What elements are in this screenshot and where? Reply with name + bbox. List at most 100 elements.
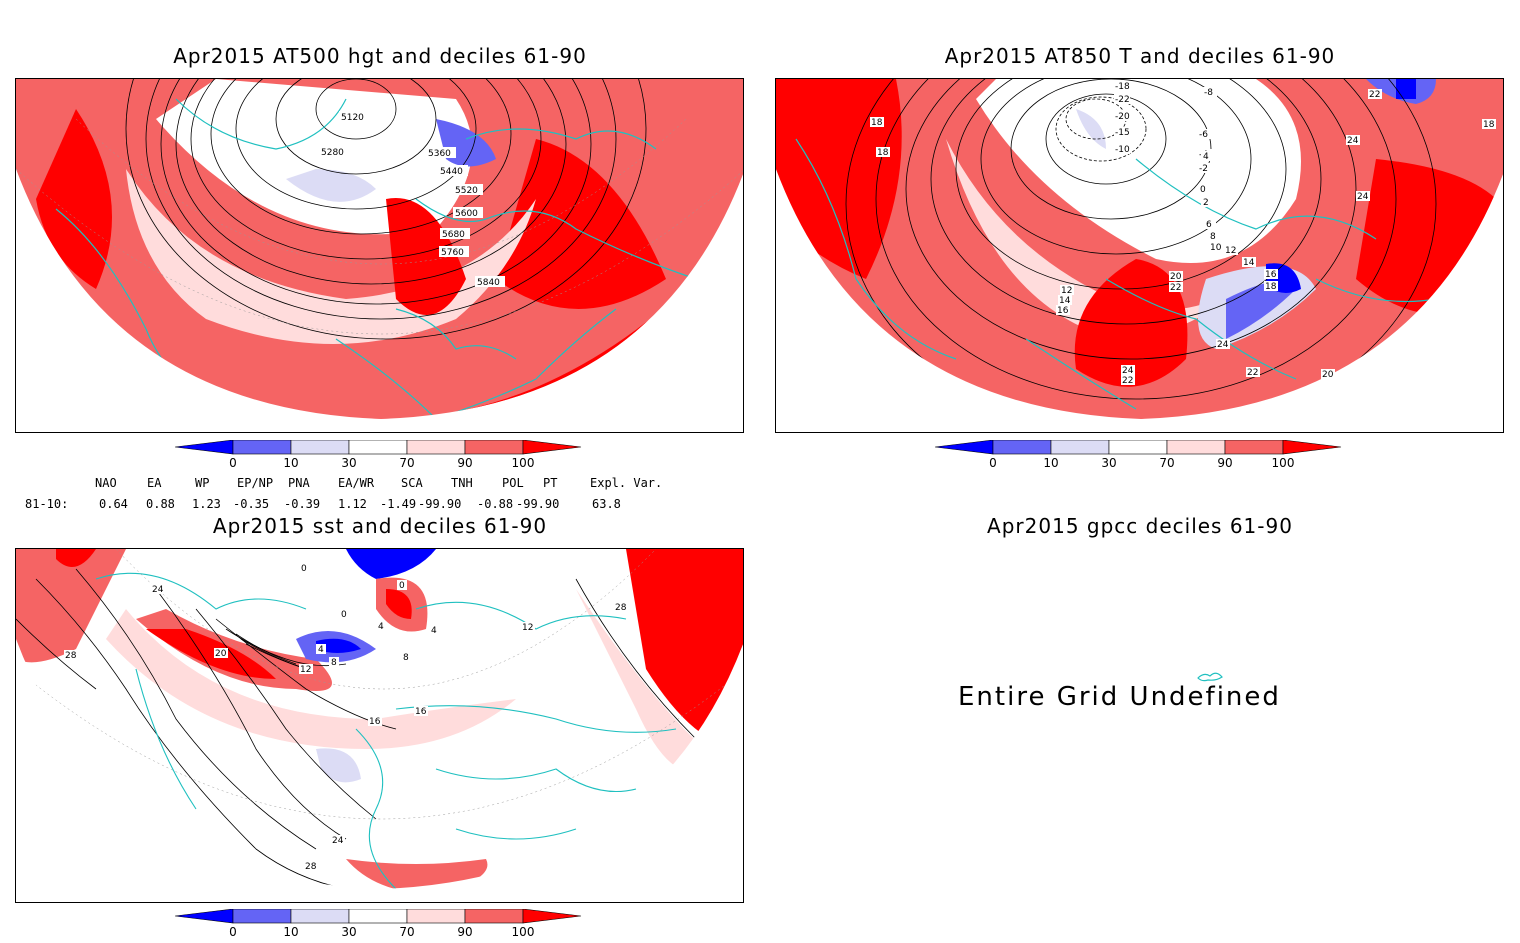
contour-label: 12 [1061, 286, 1072, 296]
contour-label: 24 [1347, 136, 1359, 146]
colorbar-swatch [406, 439, 466, 455]
contour-label: 0 [399, 581, 405, 591]
contour-label: 20 [215, 649, 227, 659]
contour-label: 28 [305, 862, 317, 872]
contour-label: 12 [300, 665, 311, 675]
contour-label: 18 [1265, 282, 1277, 292]
colorbar-swatch [522, 908, 582, 924]
contour-label: 0 [341, 610, 347, 620]
contour-label: 16 [415, 707, 427, 717]
contour-label: 8 [1210, 232, 1216, 242]
index-value-sca: -1.49 [380, 497, 417, 511]
contour-label: 5840 [477, 278, 500, 288]
colorbar-swatch [464, 908, 524, 924]
contour-label: 4 [318, 645, 324, 655]
colorbar-tick-label: 30 [341, 456, 356, 470]
index-value-explvar: 63.8 [592, 497, 621, 511]
contour-label: 5760 [441, 248, 464, 258]
contour-label: 4 [1203, 152, 1209, 162]
sst-map-svg: 24 28 20 0 0 4 4 8 12 16 16 24 28 4 8 12… [16, 549, 743, 889]
map-panel-sst: 24 28 20 0 0 4 4 8 12 16 16 24 28 4 8 12… [15, 548, 744, 903]
contour-label: 28 [615, 603, 627, 613]
t850-map-svg: -18 -22 -20 -15 -10 -8 -6 -4 -2 0 2 4 6 … [776, 79, 1503, 419]
colorbar-tick-label: 70 [399, 456, 414, 470]
colorbar-swatch [1224, 439, 1284, 455]
contour-label: 16 [1057, 306, 1069, 316]
contour-label: 24 [1357, 192, 1369, 202]
contour-label: 18 [871, 118, 883, 128]
colorbar-swatch [522, 439, 582, 455]
contour-label: 22 [1369, 90, 1380, 100]
index-header-eawr: EA/WR [338, 476, 375, 490]
contour-label: -8 [1204, 88, 1213, 98]
colorbar-swatch [174, 908, 234, 924]
contour-label: 5680 [442, 230, 465, 240]
contour-label: -2 [1199, 164, 1208, 174]
colorbar-sst: 0 10 30 70 90 100 [174, 908, 585, 939]
map-panel-hgt: 5120 5280 5360 5440 5520 5600 5680 5760 … [15, 78, 744, 433]
contour-label: 22 [1247, 368, 1258, 378]
index-value-pt: -99.90 [516, 497, 560, 511]
colorbar-swatch [406, 908, 466, 924]
contour-label: 2 [1203, 198, 1209, 208]
colorbar-swatch [290, 439, 350, 455]
contour-label: 16 [1265, 270, 1277, 280]
contour-label: 5360 [428, 149, 451, 159]
contour-label: 18 [877, 148, 889, 158]
colorbar-tick-label: 0 [989, 456, 997, 470]
index-header-nao: NAO [95, 476, 117, 490]
colorbar-swatch [1050, 439, 1110, 455]
colorbar-swatch [1108, 439, 1168, 455]
colorbar-swatch [992, 439, 1052, 455]
contour-label: -6 [1199, 130, 1208, 140]
colorbar-tick-label: 90 [1217, 456, 1232, 470]
panel-title-t850: Apr2015 AT850 T and deciles 61-90 [944, 44, 1336, 68]
contour-label: 5120 [341, 113, 364, 123]
contour-label: 24 [1122, 366, 1134, 376]
contour-label: 18 [1483, 120, 1495, 130]
colorbar-tick-label: 30 [341, 925, 356, 939]
panel-title-gpcc: Apr2015 gpcc deciles 61-90 [987, 514, 1293, 538]
contour-label: 22 [1122, 376, 1133, 386]
colorbar-hgt: 0 10 30 70 90 100 [174, 439, 585, 470]
index-value-wp: 1.23 [192, 497, 221, 511]
colorbar-swatch [348, 908, 408, 924]
contour-label: 24 [332, 836, 344, 846]
index-value-tnh: -99.90 [418, 497, 462, 511]
contour-label: 4 [431, 626, 437, 636]
index-header-pol: POL [502, 476, 524, 490]
index-header-explvar: Expl. Var. [590, 476, 663, 490]
colorbar-tick-label: 100 [512, 456, 535, 470]
colorbar-swatch [232, 908, 292, 924]
contour-label: 24 [1217, 340, 1229, 350]
contour-label: 28 [65, 651, 77, 661]
index-value-eawr: 1.12 [338, 497, 367, 511]
index-header-sca: SCA [401, 476, 423, 490]
contour-label: -22 [1115, 95, 1130, 105]
colorbar-swatch [1282, 439, 1342, 455]
colorbar-svg: 0 10 30 70 90 100 [174, 908, 582, 939]
contour-label: 20 [1170, 272, 1182, 282]
colorbar-tick-label: 10 [1043, 456, 1058, 470]
colorbar-tick-label: 100 [512, 925, 535, 939]
contour-label: 0 [301, 564, 307, 574]
contour-label: 14 [1059, 296, 1071, 306]
contour-label: -18 [1115, 82, 1130, 92]
contour-label: 0 [1200, 185, 1206, 195]
contour-label: 6 [1206, 220, 1212, 230]
colorbar-tick-label: 70 [399, 925, 414, 939]
index-header-wp: WP [195, 476, 210, 490]
contour-label: 14 [1243, 258, 1255, 268]
contour-label: 4 [378, 622, 384, 632]
colorbar-tick-label: 90 [457, 456, 472, 470]
index-header-epnp: EP/NP [237, 476, 274, 490]
colorbar-svg: 0 10 30 70 90 100 [934, 439, 1342, 470]
index-header-pt: PT [543, 476, 558, 490]
contour-label: 16 [369, 717, 381, 727]
colorbar-tick-label: 10 [283, 925, 298, 939]
contour-label: 20 [1322, 370, 1334, 380]
colorbar-swatch [290, 908, 350, 924]
colorbar-swatch [348, 439, 408, 455]
index-value-ea: 0.88 [146, 497, 175, 511]
contour-label: 5520 [455, 186, 478, 196]
